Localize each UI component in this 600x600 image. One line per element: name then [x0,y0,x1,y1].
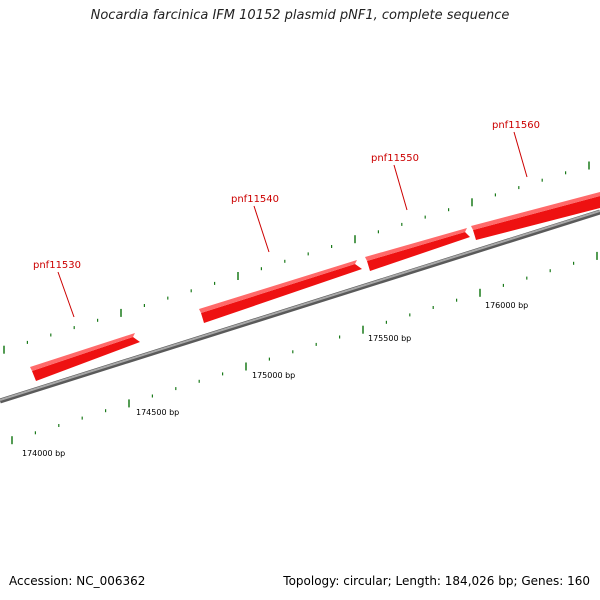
gene-label: pnf11540 [231,194,279,205]
summary-text: Topology: circular; Length: 184,026 bp; … [283,574,590,588]
gene-arrow [32,337,140,381]
gene-arrow [201,264,362,323]
gene-label-leader [253,205,270,253]
gene-pnf11560[interactable]: pnf11560 [471,120,600,240]
gene-label: pnf11550 [371,153,419,164]
gene-arrow [367,232,470,271]
position-label: 174000 bp [22,449,65,458]
sequence-backbone [0,209,600,404]
gene-pnf11550[interactable]: pnf11550 [365,153,470,271]
position-labels: 174000 bp 174500 bp 175000 bp 175500 bp … [22,301,528,458]
map-title: Nocardia farcinica IFM 10152 plasmid pNF… [90,8,510,23]
position-label: 176000 bp [485,301,528,310]
gene-label: pnf11530 [33,260,81,271]
position-label: 175000 bp [252,371,295,380]
outer-tick-track [3,161,590,354]
gene-arrow [473,196,600,240]
gene-features: pnf11530 pnf11540 pnf11550 pnf11560 [30,120,600,381]
gene-label: pnf11560 [492,120,540,131]
gene-pnf11530[interactable]: pnf11530 [30,260,140,381]
gene-label-leader [393,164,408,211]
position-label: 174500 bp [136,408,179,417]
gene-label-leader [513,131,528,178]
gene-label-leader [57,271,75,318]
gene-pnf11540[interactable]: pnf11540 [199,194,362,323]
inner-tick-track [11,251,598,445]
accession-text: Accession: NC_006362 [9,574,146,588]
position-label: 175500 bp [368,334,411,343]
